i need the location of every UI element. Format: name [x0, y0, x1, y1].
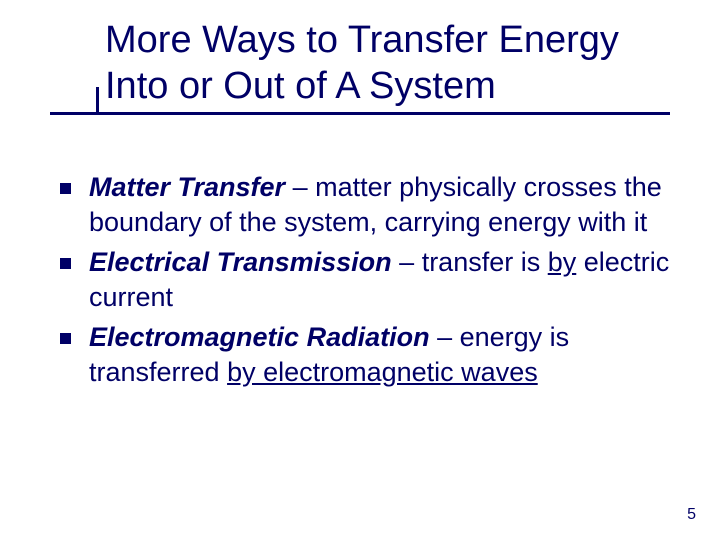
- bullet-term: Electrical Transmission: [89, 247, 392, 277]
- bullet-desc-a: transfer is: [422, 247, 548, 277]
- bullet-term: Electromagnetic Radiation: [89, 322, 430, 352]
- bullet-underlined-a: by: [548, 247, 577, 277]
- bullet-marker-icon: [60, 258, 71, 269]
- bullet-marker-icon: [60, 333, 71, 344]
- bullet-item: Electromagnetic Radiation – energy is tr…: [60, 320, 670, 389]
- title-tick: [96, 87, 99, 115]
- slide-body: Matter Transfer – matter physically cros…: [60, 170, 670, 395]
- bullet-text: Electromagnetic Radiation – energy is tr…: [89, 320, 670, 389]
- bullet-marker-icon: [60, 183, 71, 194]
- slide: More Ways to Transfer Energy Into or Out…: [0, 0, 720, 540]
- slide-title: More Ways to Transfer Energy Into or Out…: [105, 18, 680, 109]
- bullet-sep: –: [430, 322, 460, 352]
- bullet-sep: –: [392, 247, 422, 277]
- title-underline: [50, 112, 670, 115]
- bullet-item: Matter Transfer – matter physically cros…: [60, 170, 670, 239]
- bullet-text: Electrical Transmission – transfer is by…: [89, 245, 670, 314]
- page-number: 5: [687, 506, 696, 524]
- bullet-item: Electrical Transmission – transfer is by…: [60, 245, 670, 314]
- bullet-text: Matter Transfer – matter physically cros…: [89, 170, 670, 239]
- bullet-underlined-a: by electromagnetic waves: [227, 357, 538, 387]
- bullet-sep: –: [285, 172, 315, 202]
- slide-title-block: More Ways to Transfer Energy Into or Out…: [50, 18, 680, 109]
- bullet-term: Matter Transfer: [89, 172, 285, 202]
